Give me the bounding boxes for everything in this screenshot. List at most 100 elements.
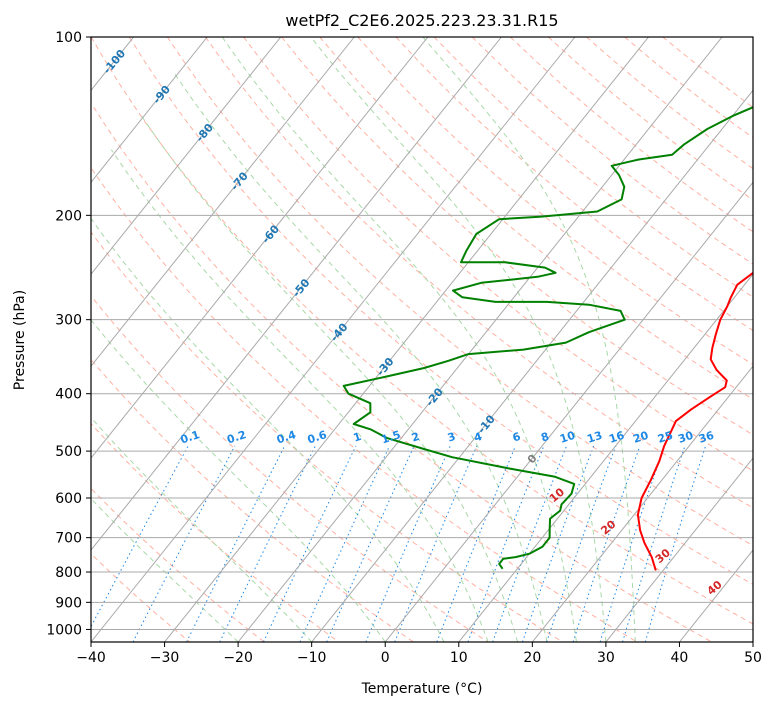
moist-adiabat <box>91 416 313 642</box>
moist-adiabat <box>91 497 239 642</box>
background-lines <box>91 37 753 642</box>
dry-adiabat <box>586 37 753 170</box>
isotherm <box>164 37 649 642</box>
moist-adiabat <box>110 149 489 642</box>
isotherm-label: -60 <box>259 222 282 246</box>
x-tick-label: 40 <box>671 650 689 666</box>
mixing-ratio-label: 36 <box>697 429 716 446</box>
mixing-ratio-label: 4 <box>472 430 484 445</box>
y-tick-label: 600 <box>55 491 82 507</box>
mixing-ratio-label: 30 <box>676 429 695 446</box>
y-tick-label: 300 <box>55 313 82 329</box>
isotherm <box>91 37 502 551</box>
mixing-ratio-label: 0.2 <box>225 428 248 446</box>
mixing-ratio-line <box>326 445 415 642</box>
dry-adiabat <box>357 37 753 366</box>
x-tick-label: 30 <box>597 650 615 666</box>
x-tick-label: 10 <box>450 650 468 666</box>
mixing-ratio-line <box>186 445 286 642</box>
y-tick-label: 800 <box>55 565 82 581</box>
plot-frame <box>90 36 754 643</box>
x-tick-label: 50 <box>744 650 762 666</box>
dry-adiabat <box>91 358 414 642</box>
mixing-ratio-line <box>467 445 545 642</box>
y-axis: 100 200 300 400 500 600 700 800 900 1000 <box>46 30 91 638</box>
y-tick-label: 900 <box>55 595 82 611</box>
isotherm <box>91 37 355 367</box>
dry-adiabat <box>91 231 563 642</box>
mixing-ratio-line <box>132 445 236 642</box>
isotherm <box>91 37 576 642</box>
mixing-ratio-label: 2 <box>410 430 421 445</box>
isotherm-label: -20 <box>423 385 446 409</box>
y-tick-label: 500 <box>55 444 82 460</box>
mixing-ratio-line <box>436 445 516 642</box>
mixing-ratio-label: 6 <box>511 430 523 445</box>
pressure-grid <box>91 37 753 630</box>
dry-adiabat <box>205 37 753 509</box>
isotherm <box>91 37 282 276</box>
x-tick-label: 20 <box>523 650 541 666</box>
isotherm <box>458 273 753 642</box>
mixing-ratio-line <box>644 445 707 642</box>
mixing-ratio-label: 20 <box>632 429 651 446</box>
dry-adiabat <box>91 37 753 625</box>
dry-adiabat <box>91 553 191 642</box>
x-axis-title: Temperature (°C) <box>361 681 483 697</box>
isotherm-label: -100 <box>101 47 129 77</box>
dewpoint-line <box>342 106 753 570</box>
mixing-ratio-line <box>299 445 390 642</box>
moist-adiabat-label: 30 <box>653 546 673 566</box>
isotherm <box>752 641 753 642</box>
moist-adiabat-label: 40 <box>705 578 725 598</box>
y-tick-label: 200 <box>55 208 82 224</box>
dry-adiabat <box>166 37 753 547</box>
moist-adiabat <box>221 37 577 642</box>
mixing-ratio-label: 0.4 <box>275 428 298 446</box>
moist-adiabat <box>422 37 636 642</box>
mixing-ratio-label: 3 <box>446 430 457 445</box>
dry-adiabat <box>91 166 638 642</box>
y-tick-label: 100 <box>55 30 82 46</box>
mixing-ratio-line <box>394 445 478 642</box>
y-axis-title: Pressure (hPa) <box>12 290 28 390</box>
x-tick-label: −40 <box>76 650 106 666</box>
mixing-ratio-label: 25 <box>656 429 675 446</box>
dry-adiabat <box>91 487 265 642</box>
moist-adiabat <box>91 217 445 642</box>
moist-adiabat <box>91 319 386 642</box>
mixing-ratio-label: 13 <box>585 429 604 446</box>
dry-adiabat <box>91 101 713 642</box>
y-tick-label: 700 <box>55 531 82 547</box>
mixing-ratio-line <box>263 445 357 642</box>
isotherm <box>531 365 753 642</box>
y-tick-label: 1000 <box>46 622 82 638</box>
dry-adiabat <box>91 295 489 642</box>
dry-adiabat <box>471 37 753 265</box>
mixing-ratio-label: 16 <box>607 429 626 446</box>
x-tick-label: −20 <box>223 650 253 666</box>
isotherm-label: -50 <box>290 276 313 300</box>
isotherm <box>237 37 723 642</box>
isotherm-label: -40 <box>328 320 351 344</box>
mixing-ratio-label: 1 <box>352 430 363 445</box>
isotherm-label: -70 <box>228 169 251 193</box>
isotherm-label: -80 <box>193 121 216 145</box>
mixing-ratio-label: 1.5 <box>380 428 403 446</box>
profile-series <box>342 106 753 571</box>
mixing-ratio-label: 8 <box>539 430 550 445</box>
moist-adiabat <box>310 37 607 642</box>
mixing-ratio-label: 10 <box>558 429 577 446</box>
isotherm-label: -90 <box>150 83 173 107</box>
mixing-ratio-line <box>599 445 665 642</box>
x-axis: −40 −30 −20 −10 0 10 20 30 40 50 <box>76 642 762 666</box>
isotherm <box>679 549 753 642</box>
mixing-ratio-line <box>365 445 451 642</box>
isotherm <box>91 37 208 184</box>
mixing-ratio-line <box>91 445 189 628</box>
x-tick-label: −10 <box>297 650 327 666</box>
mixing-ratio-line <box>622 445 686 642</box>
dry-adiabat <box>662 37 753 109</box>
y-tick-label: 400 <box>55 387 82 403</box>
